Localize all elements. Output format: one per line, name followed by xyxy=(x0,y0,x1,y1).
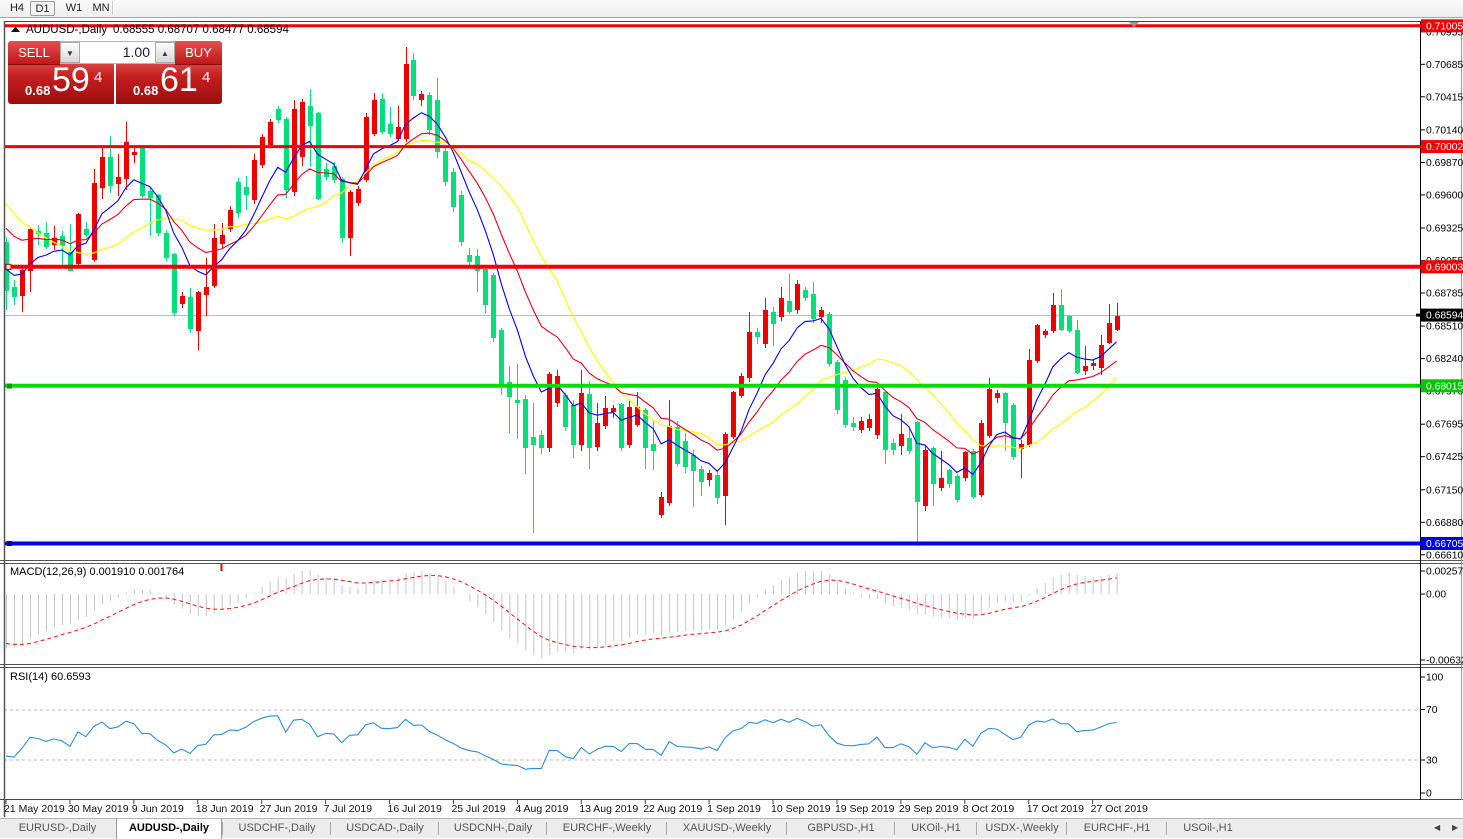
svg-text:27 Oct 2019: 27 Oct 2019 xyxy=(1091,803,1148,815)
svg-text:0.69600: 0.69600 xyxy=(1426,190,1463,201)
svg-text:9 Jun 2019: 9 Jun 2019 xyxy=(132,803,184,815)
svg-text:0.70002: 0.70002 xyxy=(1426,142,1463,153)
svg-text:0.68785: 0.68785 xyxy=(1426,289,1463,300)
svg-text:0.68240: 0.68240 xyxy=(1426,354,1463,365)
svg-text:25 Jul 2019: 25 Jul 2019 xyxy=(451,803,505,815)
svg-text:19 Sep 2019: 19 Sep 2019 xyxy=(835,803,895,815)
svg-text:70: 70 xyxy=(1426,705,1438,716)
svg-text:100: 100 xyxy=(1426,673,1443,684)
svg-text:21 May 2019: 21 May 2019 xyxy=(4,803,65,815)
svg-text:0.70415: 0.70415 xyxy=(1426,92,1463,103)
svg-text:0.70685: 0.70685 xyxy=(1426,60,1463,71)
svg-text:7 Jul 2019: 7 Jul 2019 xyxy=(324,803,373,815)
svg-text:0.66705: 0.66705 xyxy=(1426,539,1463,550)
svg-text:0.71005: 0.71005 xyxy=(1426,21,1463,32)
svg-text:30 May 2019: 30 May 2019 xyxy=(68,803,129,815)
svg-text:0.69325: 0.69325 xyxy=(1426,224,1463,235)
svg-text:0.68510: 0.68510 xyxy=(1426,322,1463,333)
svg-text:29 Sep 2019: 29 Sep 2019 xyxy=(899,803,959,815)
svg-text:0.67695: 0.67695 xyxy=(1426,420,1463,431)
svg-text:0.69003: 0.69003 xyxy=(1426,262,1463,273)
svg-text:0.70955: 0.70955 xyxy=(1426,27,1463,38)
svg-text:0.68594: 0.68594 xyxy=(1426,311,1463,322)
svg-text:13 Aug 2019: 13 Aug 2019 xyxy=(579,803,638,815)
svg-text:RSI(14) 60.6593: RSI(14) 60.6593 xyxy=(10,671,91,683)
svg-text:0.68015: 0.68015 xyxy=(1426,381,1463,392)
svg-text:0.66610: 0.66610 xyxy=(1426,550,1463,561)
svg-text:0.00: 0.00 xyxy=(1426,590,1446,601)
svg-text:4 Aug 2019: 4 Aug 2019 xyxy=(515,803,568,815)
svg-text:8 Oct 2019: 8 Oct 2019 xyxy=(963,803,1015,815)
svg-text:1 Sep 2019: 1 Sep 2019 xyxy=(707,803,761,815)
svg-text:-0.006326: -0.006326 xyxy=(1426,656,1463,667)
svg-text:0.70140: 0.70140 xyxy=(1426,125,1463,136)
svg-text:0.67150: 0.67150 xyxy=(1426,485,1463,496)
svg-text:MACD(12,26,9) 0.001910 0.00176: MACD(12,26,9) 0.001910 0.001764 xyxy=(10,566,184,578)
svg-text:AUDUSD-,Daily: AUDUSD-,Daily xyxy=(26,24,107,36)
svg-text:0.67425: 0.67425 xyxy=(1426,452,1463,463)
svg-text:17 Oct 2019: 17 Oct 2019 xyxy=(1027,803,1084,815)
svg-text:0.68555 0.68707 0.68477 0.6859: 0.68555 0.68707 0.68477 0.68594 xyxy=(113,24,289,36)
svg-text:10 Sep 2019: 10 Sep 2019 xyxy=(771,803,831,815)
svg-text:0.69870: 0.69870 xyxy=(1426,158,1463,169)
svg-text:30: 30 xyxy=(1426,756,1438,767)
svg-text:0.002574: 0.002574 xyxy=(1426,567,1463,578)
svg-text:22 Aug 2019: 22 Aug 2019 xyxy=(643,803,702,815)
svg-text:18 Jun 2019: 18 Jun 2019 xyxy=(196,803,254,815)
svg-text:16 Jul 2019: 16 Jul 2019 xyxy=(388,803,442,815)
svg-text:0: 0 xyxy=(1426,789,1432,800)
svg-text:27 Jun 2019: 27 Jun 2019 xyxy=(260,803,318,815)
svg-text:0.66880: 0.66880 xyxy=(1426,518,1463,529)
